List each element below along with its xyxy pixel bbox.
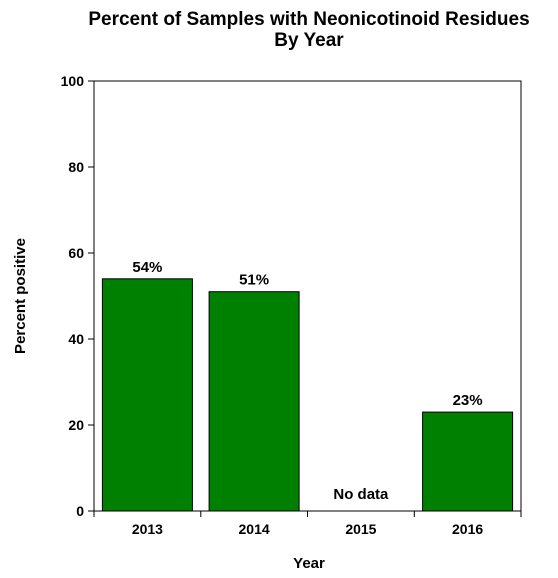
y-axis: 0 20 40 60 80 100 [61, 73, 94, 519]
y-tick-label-0: 0 [76, 503, 84, 519]
x-tick-label-2015: 2015 [345, 521, 376, 537]
chart-title: Percent of Samples with Neonicotinoid Re… [88, 9, 529, 30]
x-axis-label: Year [293, 555, 325, 572]
y-tick-label-40: 40 [68, 331, 84, 347]
y-axis-label: Percent positive [12, 238, 29, 354]
x-tick-label-2014: 2014 [239, 521, 270, 537]
data-label-2014: 51% [239, 272, 269, 289]
y-tick-label-80: 80 [68, 159, 84, 175]
y-tick-label-20: 20 [68, 417, 84, 433]
y-tick-label-100: 100 [61, 73, 85, 89]
x-tick-label-2016: 2016 [452, 521, 483, 537]
data-label-2013: 54% [132, 259, 162, 276]
bar-2016 [422, 411, 514, 512]
data-label-2015: No data [333, 486, 389, 503]
y-tick-label-60: 60 [68, 245, 84, 261]
data-labels-layer: 54% 51% No data 23% [132, 259, 482, 503]
data-label-2016: 23% [453, 392, 483, 409]
bar-2014 [208, 291, 300, 512]
bars-layer [101, 278, 514, 512]
bar-2013 [101, 278, 193, 512]
x-axis: 2013 2014 2015 2016 [93, 511, 522, 537]
x-tick-label-2013: 2013 [132, 521, 163, 537]
chart-subtitle: By Year [274, 30, 344, 51]
